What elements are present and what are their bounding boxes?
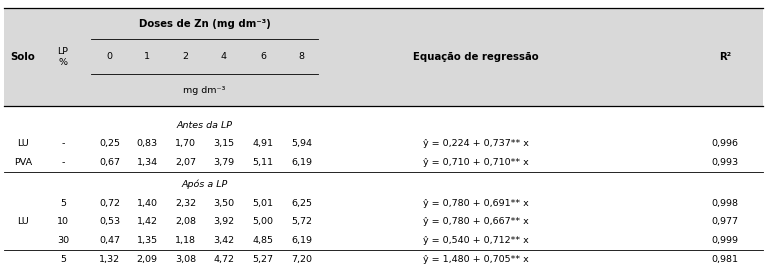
Text: 0,993: 0,993 [711,158,739,167]
Text: 1,34: 1,34 [137,158,158,167]
Text: 0,977: 0,977 [711,217,739,226]
Text: 6,19: 6,19 [291,158,312,167]
Text: 5: 5 [60,199,66,208]
Text: 5,01: 5,01 [252,199,274,208]
Text: 2: 2 [183,52,189,61]
Text: 2,32: 2,32 [175,199,196,208]
Text: 0,25: 0,25 [99,139,120,148]
Text: 0,53: 0,53 [99,217,120,226]
Text: Doses de Zn (mg dm⁻³): Doses de Zn (mg dm⁻³) [139,19,270,29]
Text: 3,79: 3,79 [213,158,235,167]
Text: 10: 10 [57,217,69,226]
Text: 4,72: 4,72 [213,255,235,264]
Text: ŷ = 0,710 + 0,710** x: ŷ = 0,710 + 0,710** x [423,158,528,167]
Text: 1,42: 1,42 [137,217,158,226]
Text: 3,50: 3,50 [213,199,235,208]
Text: 1,70: 1,70 [175,139,196,148]
Text: Solo: Solo [11,52,35,62]
Text: 0,999: 0,999 [711,236,739,245]
Text: LP
%: LP % [58,47,68,67]
Text: 1: 1 [144,52,150,61]
Text: 4,85: 4,85 [252,236,274,245]
Text: 5,27: 5,27 [252,255,274,264]
Text: 0,72: 0,72 [99,199,120,208]
Text: 2,09: 2,09 [137,255,158,264]
Text: 5,00: 5,00 [252,217,274,226]
Text: 0,83: 0,83 [137,139,158,148]
Text: 1,35: 1,35 [137,236,158,245]
Text: 1,40: 1,40 [137,199,158,208]
Text: -: - [61,139,64,148]
Text: 3,42: 3,42 [213,236,235,245]
Text: 1,18: 1,18 [175,236,196,245]
Text: ŷ = 0,224 + 0,737** x: ŷ = 0,224 + 0,737** x [423,139,528,148]
Text: R²: R² [719,52,731,62]
Text: 7,20: 7,20 [291,255,312,264]
Text: -: - [61,158,64,167]
Text: 4: 4 [221,52,227,61]
Text: ŷ = 1,480 + 0,705** x: ŷ = 1,480 + 0,705** x [423,255,528,264]
Text: Antes da LP: Antes da LP [176,121,232,130]
Text: 3,15: 3,15 [213,139,235,148]
Text: 0,67: 0,67 [99,158,120,167]
Text: ŷ = 0,780 + 0,691** x: ŷ = 0,780 + 0,691** x [423,199,528,208]
Text: 1,32: 1,32 [99,255,120,264]
Text: Após a LP: Após a LP [181,179,228,189]
Text: 6: 6 [260,52,266,61]
Text: 0,998: 0,998 [711,199,739,208]
Text: 0,47: 0,47 [99,236,120,245]
Text: LU: LU [17,217,29,226]
Text: 30: 30 [57,236,69,245]
Text: ŷ = 0,780 + 0,667** x: ŷ = 0,780 + 0,667** x [423,217,528,226]
Text: 2,08: 2,08 [175,217,196,226]
Bar [4,8,763,106]
Text: 0,981: 0,981 [711,255,739,264]
Text: 4,91: 4,91 [252,139,274,148]
Text: 6,19: 6,19 [291,236,312,245]
Text: PVA: PVA [14,158,32,167]
Text: 8: 8 [298,52,304,61]
Text: 3,92: 3,92 [213,217,235,226]
Text: 5,94: 5,94 [291,139,312,148]
Text: 6,25: 6,25 [291,199,312,208]
Text: 3,08: 3,08 [175,255,196,264]
Text: LU: LU [17,139,29,148]
Text: 0: 0 [107,52,113,61]
Text: 0,996: 0,996 [711,139,739,148]
Text: ŷ = 0,540 + 0,712** x: ŷ = 0,540 + 0,712** x [423,236,528,245]
Text: mg dm⁻³: mg dm⁻³ [183,86,225,95]
Text: 2,07: 2,07 [175,158,196,167]
Text: 5: 5 [60,255,66,264]
Text: Equação de regressão: Equação de regressão [413,52,538,62]
Text: 5,11: 5,11 [252,158,274,167]
Text: 5,72: 5,72 [291,217,312,226]
